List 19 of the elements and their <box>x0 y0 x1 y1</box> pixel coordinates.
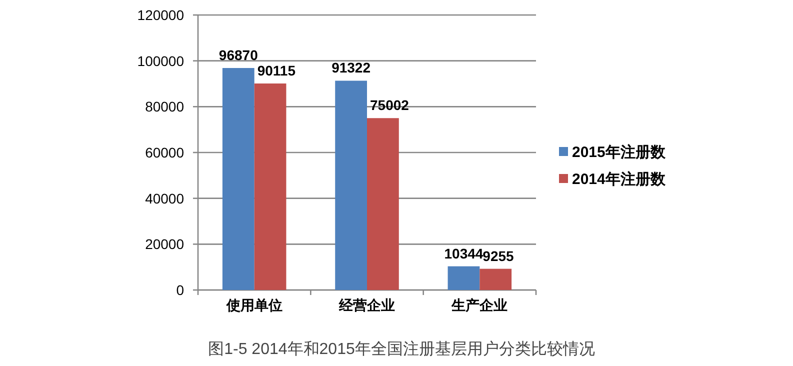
y-tick-label: 80000 <box>145 98 184 115</box>
x-tick-label: 经营企业 <box>339 297 395 313</box>
x-tick-label: 生产企业 <box>452 297 508 313</box>
data-label: 75002 <box>370 97 409 114</box>
data-label: 96870 <box>218 47 258 63</box>
legend-label: 2014年注册数 <box>572 171 666 188</box>
data-label: 9255 <box>482 248 514 264</box>
data-label: 10344 <box>444 245 484 262</box>
data-label: 90115 <box>257 62 296 78</box>
caption: 图1-5 2014年和2015年全国注册基层用户分类比较情况 <box>208 341 595 358</box>
x-tick-label: 使用单位 <box>226 297 282 313</box>
data-label: 91322 <box>332 60 371 76</box>
y-tick-label: 0 <box>176 282 184 298</box>
legend-label: 2015年注册数 <box>572 144 666 161</box>
y-tick-label: 120000 <box>137 7 184 23</box>
y-tick-label: 100000 <box>137 52 184 69</box>
y-tick-label: 40000 <box>145 190 184 206</box>
y-tick-label: 60000 <box>145 144 184 160</box>
y-tick-label: 20000 <box>145 236 184 252</box>
